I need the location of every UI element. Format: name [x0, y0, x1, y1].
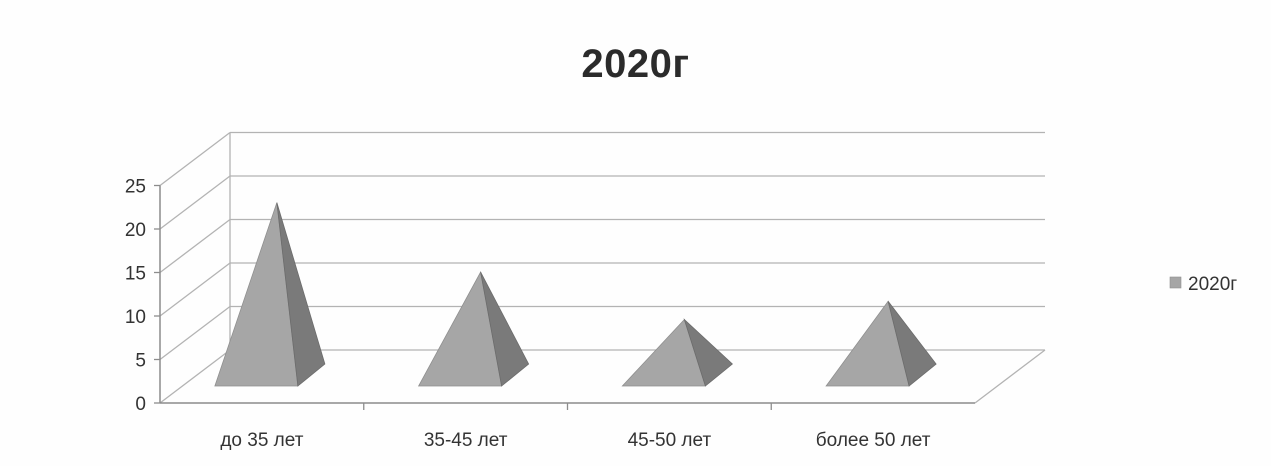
- side-gridline: [159, 262, 231, 317]
- pyramid-bar-side: [276, 202, 326, 387]
- y-tick-label: 10: [125, 307, 146, 328]
- side-gridline: [159, 175, 231, 230]
- x-category-label: более 50 лет: [816, 430, 931, 451]
- pyramid-bar-side: [887, 301, 937, 387]
- x-category-label: 35-45 лет: [424, 430, 508, 451]
- x-category-label: до 35 лет: [220, 430, 303, 451]
- pyramid-bar-side: [683, 318, 733, 387]
- pyramid-bar-side: [480, 271, 530, 387]
- y-tick-label: 25: [125, 177, 146, 198]
- y-tick-label: 15: [125, 264, 146, 285]
- legend-label: 2020г: [1188, 274, 1237, 295]
- legend-swatch: [1169, 276, 1182, 289]
- y-tick-label: 20: [125, 220, 146, 241]
- side-gridline: [159, 349, 231, 404]
- chart-title: 2020г: [581, 42, 690, 86]
- y-tick-label: 5: [135, 351, 146, 372]
- floor-right-edge: [974, 349, 1046, 404]
- side-gridline: [159, 131, 231, 187]
- side-gridline: [159, 218, 231, 274]
- side-gridline: [159, 305, 231, 361]
- x-category-label: 45-50 лет: [628, 430, 712, 451]
- y-tick-label: 0: [135, 394, 146, 415]
